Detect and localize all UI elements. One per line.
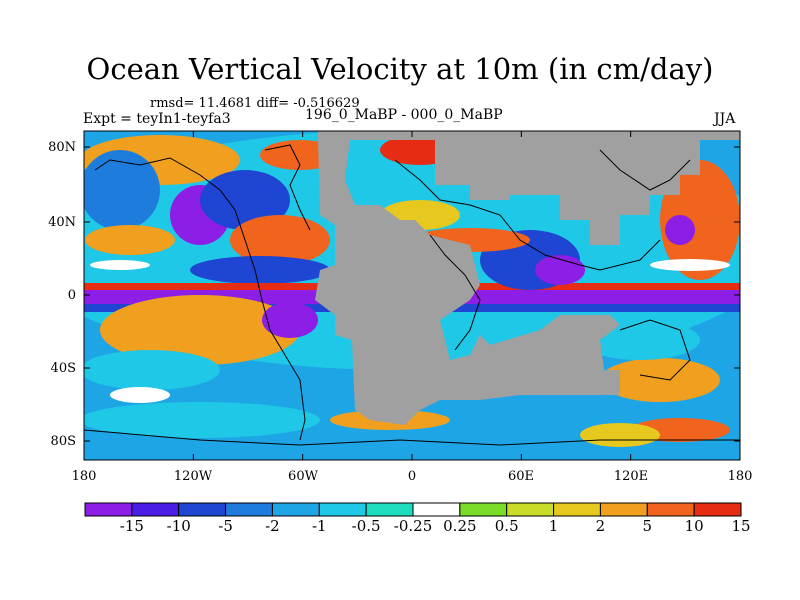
lon-tick-label: 180 — [727, 469, 753, 484]
colorbar-label: 0.25 — [443, 517, 477, 535]
lon-tick-label: 0 — [407, 469, 417, 484]
land-mask — [315, 131, 740, 425]
colorbar-swatch — [318, 502, 367, 517]
colorbar-swatch — [365, 502, 414, 517]
colorbar-label: 5 — [642, 517, 653, 535]
lon-tick-label: 120E — [613, 469, 649, 484]
colorbar-swatch — [459, 502, 508, 517]
colorbar-swatch — [131, 502, 180, 517]
colorbar-swatch — [412, 502, 461, 517]
colorbar-swatch — [693, 502, 742, 517]
colorbar-label: -15 — [119, 517, 144, 535]
lon-tick-label: 180 — [71, 469, 97, 484]
chart-title: Ocean Vertical Velocity at 10m (in cm/da… — [86, 52, 714, 86]
lat-tick-label: 40N — [48, 215, 76, 230]
colorbar-swatch — [553, 502, 601, 517]
colorbar-swatch — [178, 502, 227, 517]
map-field — [84, 131, 740, 460]
colorbar-label: -0.25 — [393, 517, 433, 535]
colorbar-label: 1 — [548, 517, 559, 535]
colorbar-swatch — [225, 502, 273, 517]
colorbar-label: 15 — [731, 517, 751, 535]
colorbar-label: -5 — [218, 517, 233, 535]
difference-label: 196_0_MaBP - 000_0_MaBP — [305, 107, 503, 123]
colorbar-label: -2 — [265, 517, 280, 535]
colorbar-label: 10 — [684, 517, 704, 535]
season-label: JJA — [714, 111, 736, 127]
lon-tick-label: 120W — [173, 469, 213, 484]
colorbar-swatch — [646, 502, 695, 517]
coastlines — [84, 144, 740, 446]
colorbar-swatch — [599, 502, 648, 517]
axis-ticks — [83, 131, 741, 460]
stats-text: rmsd= 11.4681 diff= -0.516629 — [150, 96, 360, 111]
lat-tick-label: 0 — [67, 288, 76, 303]
colorbar-swatch — [506, 502, 555, 517]
lon-tick-label: 60E — [507, 469, 535, 484]
experiment-label: Expt = teyIn1-teyfa3 — [83, 111, 231, 127]
lon-tick-label: 60W — [288, 469, 318, 484]
colorbar-swatch — [271, 502, 320, 517]
colorbar-label: 2 — [595, 517, 606, 535]
colorbar-label: 0.5 — [494, 517, 519, 535]
colorbar-label: -10 — [166, 517, 191, 535]
colorbar — [84, 502, 742, 517]
lat-tick-label: 80N — [48, 140, 76, 155]
colorbar-swatch — [84, 502, 133, 517]
colorbar-label: -0.5 — [351, 517, 381, 535]
colorbar-label: -1 — [311, 517, 327, 535]
lat-tick-label: 40S — [50, 361, 76, 376]
lat-tick-label: 80S — [50, 434, 76, 449]
